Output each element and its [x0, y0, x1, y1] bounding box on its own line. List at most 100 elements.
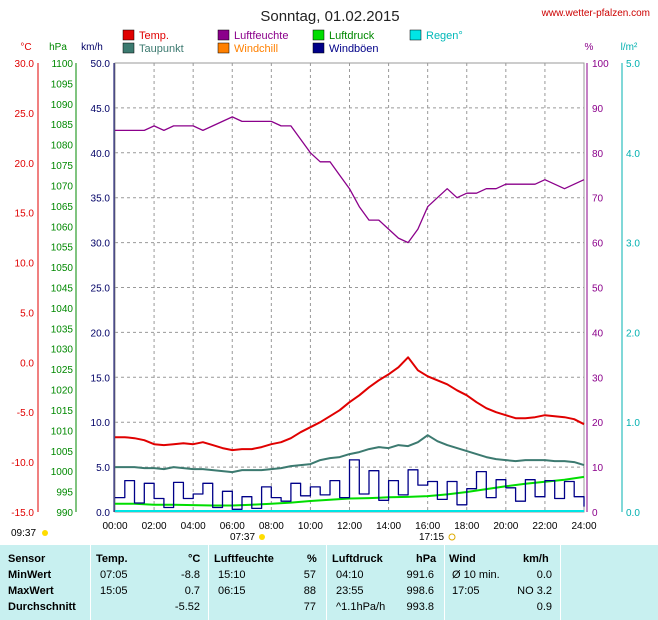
stats-cell: 0.9 — [536, 601, 552, 613]
stats-cell: 07:05 — [100, 569, 128, 581]
stats-header-pressure-unit: hPa — [416, 553, 437, 565]
stats-divider — [444, 545, 445, 620]
pressure-axis-tick: 1065 — [51, 202, 74, 213]
humidity-axis-tick: 40 — [592, 328, 604, 339]
pressure-axis-tick: 995 — [56, 488, 73, 499]
x-tick-label: 00:00 — [102, 521, 127, 532]
pressure-axis-tick: 1035 — [51, 324, 74, 335]
stats-cell: Ø 10 min. — [452, 569, 500, 581]
humidity-axis-tick: 50 — [592, 284, 604, 295]
humidity-axis-tick: 0 — [592, 508, 598, 519]
wind-axis-tick: 45.0 — [91, 104, 111, 115]
wind-axis-tick: 50.0 — [91, 59, 111, 70]
temp-axis-tick: -15.0 — [11, 508, 34, 519]
temp-axis-tick: 5.0 — [20, 308, 34, 319]
x-tick-label: 22:00 — [532, 521, 557, 532]
pressure-axis-tick: 1050 — [51, 263, 74, 274]
pressure-axis-tick: 1075 — [51, 161, 74, 172]
legend-swatch — [217, 42, 230, 54]
temp-axis-tick: -10.0 — [11, 458, 34, 469]
x-tick-label: 18:00 — [454, 521, 479, 532]
temp-axis-tick: 25.0 — [15, 109, 35, 120]
humidity-axis-tick: 60 — [592, 239, 604, 250]
stats-divider — [326, 545, 327, 620]
series-lines — [115, 116, 585, 512]
stats-table: Sensor Temp. °C Luftfeuchte % Luftdruck … — [0, 545, 658, 620]
stats-cell: 23:55 — [336, 585, 364, 597]
x-tick-label: 24:00 — [571, 521, 596, 532]
sunset-label: 17:15 — [419, 532, 444, 543]
sunrise-label: 07:37 — [230, 532, 255, 543]
stats-cell: -5.52 — [174, 601, 200, 613]
legend-label: Luftfeuchte — [234, 30, 288, 42]
wind-axis-tick: 15.0 — [91, 373, 111, 384]
x-tick-label: 20:00 — [493, 521, 518, 532]
stats-cell: ^1.1hPa/h — [336, 601, 386, 613]
stats-row-label: MaxWert — [8, 585, 54, 597]
rain-axis-tick: 2.0 — [626, 328, 640, 339]
rain-axis-tick: 5.0 — [626, 59, 640, 70]
y-axes: 30.0 25.0 20.0 15.0 10.0 5.0 0.0 -5.0 -10.0 -15.0… — [11, 59, 640, 519]
humidity-axis-tick: 90 — [592, 104, 604, 115]
stats-header-wind: Wind — [449, 553, 476, 565]
stats-cell: 15:10 — [218, 569, 246, 581]
site-url[interactable]: www.wetter-pfalzen.com — [541, 8, 650, 19]
stats-row-label: MinWert — [8, 569, 52, 581]
sun-left-label: 09:37 — [11, 528, 36, 539]
rain-axis-unit: l/m² — [621, 42, 638, 53]
legend-label: Luftdruck — [329, 30, 375, 42]
stats-cell: -8.8 — [181, 569, 200, 581]
stats-header-pressure: Luftdruck — [332, 553, 383, 565]
pressure-axis-tick: 1015 — [51, 406, 74, 417]
temp-axis-tick: 30.0 — [15, 59, 35, 70]
pressure-axis-tick: 1005 — [51, 447, 74, 458]
stats-divider — [90, 545, 91, 620]
stats-header-sensor: Sensor — [8, 553, 46, 565]
temp-axis-unit: °C — [20, 42, 31, 53]
stats-cell: 06:15 — [218, 585, 246, 597]
legend-swatch — [122, 42, 135, 54]
legend-label: Taupunkt — [139, 43, 184, 55]
humidity-axis-tick: 80 — [592, 149, 604, 160]
legend-swatch — [409, 29, 422, 41]
x-tick-label: 14:00 — [376, 521, 401, 532]
stats-header-temp-unit: °C — [188, 553, 201, 565]
series-line-taupunkt — [115, 434, 585, 474]
stats-cell: 04:10 — [336, 569, 364, 581]
legend-label: Windchill — [234, 43, 278, 55]
sunrise-icon — [259, 534, 265, 540]
stats-cell: 57 — [303, 569, 316, 581]
weather-chart: Sonntag, 01.02.2015 www.wetter-pfalzen.c… — [11, 8, 650, 543]
stats-header-wind-unit: km/h — [523, 553, 549, 565]
stats-header-humidity: Luftfeuchte — [214, 553, 274, 565]
wind-axis-unit: km/h — [81, 42, 103, 53]
x-tick-label: 06:00 — [220, 521, 245, 532]
humidity-axis-tick: 100 — [592, 59, 609, 70]
legend-label: Windböen — [329, 43, 379, 55]
rain-axis-tick: 1.0 — [626, 418, 640, 429]
pressure-axis-tick: 1095 — [51, 79, 74, 90]
pressure-axis-tick: 1040 — [51, 304, 74, 315]
x-tick-label: 16:00 — [415, 521, 440, 532]
legend-label: Temp. — [139, 30, 169, 42]
humidity-axis-tick: 20 — [592, 418, 604, 429]
series-line-luftfeuchte — [115, 116, 585, 244]
grid — [115, 63, 584, 512]
wind-axis-tick: 30.0 — [91, 239, 111, 250]
wind-axis-tick: 10.0 — [91, 418, 111, 429]
series-line-temp — [115, 356, 585, 452]
stats-row-label: Durchschnitt — [8, 601, 76, 613]
stats-cell: 88 — [303, 585, 316, 597]
humidity-axis-tick: 30 — [592, 373, 604, 384]
stats-header-temp: Temp. — [96, 553, 128, 565]
x-tick-label: 12:00 — [337, 521, 362, 532]
pressure-axis-tick: 1030 — [51, 345, 74, 356]
pressure-axis-tick: 1000 — [51, 467, 74, 478]
temp-axis-tick: 15.0 — [15, 209, 35, 220]
wind-axis-tick: 40.0 — [91, 149, 111, 160]
pressure-axis-tick: 1060 — [51, 222, 74, 233]
stats-divider — [208, 545, 209, 620]
wind-axis-tick: 0.0 — [96, 508, 110, 519]
legend-label: Regen° — [426, 30, 463, 42]
x-tick-label: 10:00 — [298, 521, 323, 532]
